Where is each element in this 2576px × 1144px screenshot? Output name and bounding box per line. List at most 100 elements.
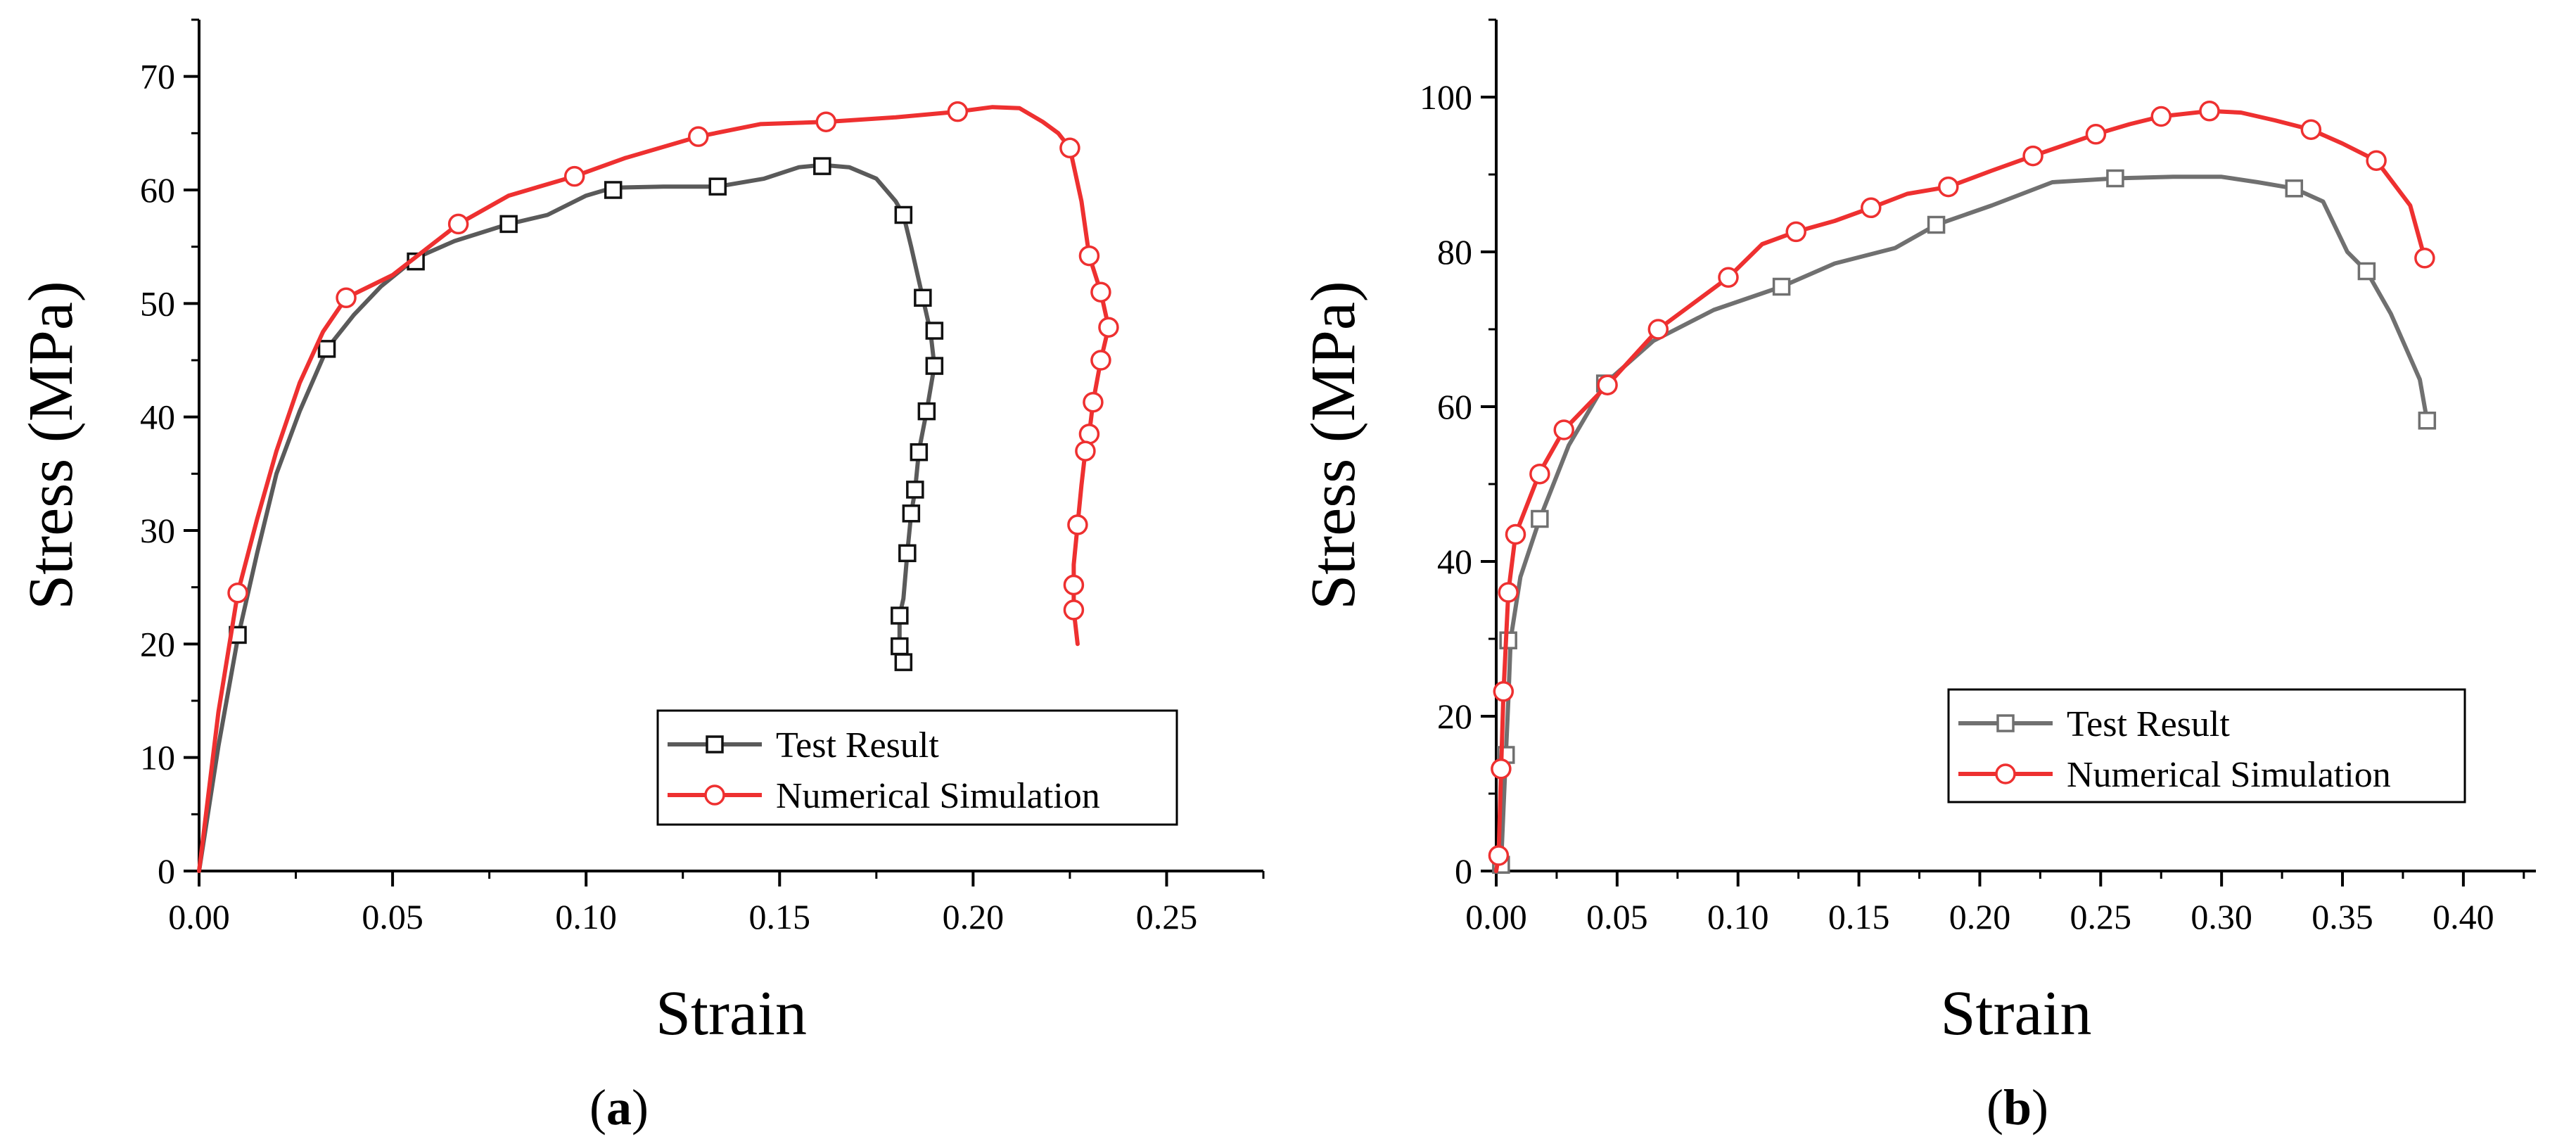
data-point-circle [1059, 137, 1080, 159]
data-point-circle [2199, 101, 2220, 122]
x-tick-label: 0.15 [749, 897, 811, 936]
data-point-circle [1488, 845, 1510, 866]
caption-paren-close: ) [2032, 1079, 2048, 1136]
x-tick-label: 0.05 [362, 897, 423, 936]
data-point-circle [947, 101, 969, 122]
panel-caption: (a) [589, 1079, 649, 1136]
data-point-square [1772, 277, 1791, 296]
x-tick-label: 0.05 [1586, 897, 1648, 936]
legend-label: Numerical Simulation [776, 776, 1100, 816]
legend-box [1947, 688, 2466, 803]
data-point-square [317, 340, 336, 358]
data-point-square [906, 481, 924, 499]
data-point-square [925, 322, 944, 340]
data-point-circle [1553, 419, 1574, 440]
data-point-square [2357, 262, 2376, 281]
y-tick-label: 80 [1437, 232, 1472, 272]
data-point-circle [1067, 514, 1088, 535]
x-tick-label: 0.25 [2070, 897, 2132, 936]
data-point-circle [2366, 150, 2387, 171]
data-point-square [914, 288, 932, 307]
data-point-circle [1529, 463, 1550, 485]
x-tick-label: 0.25 [1136, 897, 1198, 936]
data-point-square [891, 637, 909, 656]
x-tick-label: 0.35 [2312, 897, 2373, 936]
data-point-square [898, 544, 917, 563]
data-point-circle [1075, 440, 1096, 462]
data-point-circle [687, 126, 709, 147]
x-axis-title: Strain [656, 979, 807, 1048]
panel-label: b [2003, 1079, 2032, 1136]
y-axis-title: Stress (MPa) [16, 281, 86, 610]
chart-panel-a: 0.00 0.05 0.10 0.15 0.20 0.25 0 10 20 30 40 50 60 70 S… [16, 18, 1265, 1136]
data-point-square [2106, 169, 2124, 188]
panel-caption: (b) [1987, 1079, 2048, 1136]
legend-label: Test Result [776, 725, 939, 765]
data-point-square [894, 653, 913, 671]
legend-box [656, 709, 1178, 826]
legend-marker-square [706, 735, 724, 754]
legend-label: Test Result [2067, 704, 2230, 744]
y-tick-label: 60 [140, 170, 175, 210]
data-point-circle [1938, 176, 1959, 198]
data-point-circle [336, 287, 357, 309]
y-tick-label: 40 [140, 398, 175, 437]
x-tick-label: 0.00 [1465, 897, 1527, 936]
data-point-circle [1505, 523, 1526, 545]
data-point-circle [2300, 119, 2322, 140]
data-point-circle [1063, 599, 1085, 621]
legend-label: Numerical Simulation [2067, 755, 2391, 795]
data-point-square [813, 157, 831, 175]
y-tick-label: 30 [140, 511, 175, 550]
data-point-square [925, 357, 944, 375]
legend-marker-square [1996, 714, 2015, 732]
data-point-square [1531, 509, 1549, 528]
data-point-circle [1078, 245, 1100, 267]
y-tick-label: 100 [1420, 77, 1472, 117]
data-point-square [894, 205, 913, 224]
data-point-circle [1718, 267, 1739, 288]
data-point-circle [1078, 424, 1100, 445]
y-tick-label: 0 [158, 851, 175, 891]
data-point-circle [2414, 248, 2435, 269]
data-point-circle [1861, 197, 1882, 219]
y-tick-label: 60 [1437, 387, 1472, 426]
x-tick-label: 0.40 [2432, 897, 2494, 936]
caption-paren-open: ( [589, 1079, 606, 1136]
data-point-circle [1090, 350, 1111, 371]
y-tick-label: 20 [140, 624, 175, 663]
data-point-circle [1493, 681, 1515, 702]
x-tick-label: 0.00 [168, 897, 230, 936]
data-point-circle [2022, 145, 2043, 167]
x-tick-label: 0.10 [555, 897, 617, 936]
x-tick-label: 0.20 [1949, 897, 2011, 936]
data-point-square [917, 402, 936, 421]
data-point-square [2285, 179, 2304, 198]
data-point-square [902, 504, 921, 523]
data-point-square [499, 215, 518, 234]
data-point-circle [2150, 106, 2172, 127]
x-tick-label: 0.20 [943, 897, 1005, 936]
data-point-circle [1498, 582, 1519, 603]
data-point-square [1927, 215, 1946, 234]
y-tick-label: 40 [1437, 542, 1472, 581]
data-point-circle [1647, 319, 1669, 340]
data-point-circle [1090, 281, 1111, 303]
caption-paren-open: ( [1987, 1079, 2003, 1136]
chart-panel-b: 0.00 0.05 0.10 0.15 0.20 0.25 0.30 0.35 0.40 0 20 4… [1299, 18, 2536, 1136]
data-point-circle [1098, 317, 1119, 338]
data-point-circle [563, 165, 585, 187]
panel-label: a [606, 1079, 632, 1136]
data-point-square [891, 606, 909, 625]
data-point-square [708, 177, 727, 196]
data-point-circle [815, 111, 837, 132]
y-tick-label: 50 [140, 284, 175, 323]
data-point-circle [1597, 374, 1618, 395]
x-tick-label: 0.10 [1707, 897, 1769, 936]
y-axis-title: Stress (MPa) [1299, 281, 1368, 610]
data-point-circle [1083, 391, 1104, 413]
data-point-circle [1491, 758, 1512, 780]
y-tick-label: 20 [1437, 697, 1472, 736]
y-tick-label: 70 [140, 57, 175, 96]
